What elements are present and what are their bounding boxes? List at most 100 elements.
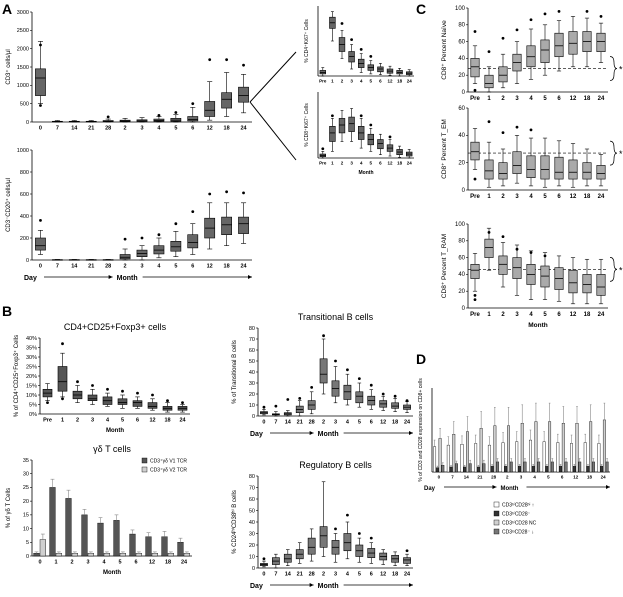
bar: [87, 553, 94, 557]
y-tick-label: 100: [455, 6, 466, 12]
x-tick-label: 7: [56, 126, 59, 132]
x-tick-label: 0: [39, 264, 42, 270]
box: [526, 155, 536, 178]
outlier-point: [262, 557, 266, 561]
outlier-point: [585, 9, 589, 13]
x-tick-label: 4: [346, 420, 350, 426]
outlier-point: [310, 386, 314, 389]
outlier-point: [322, 334, 325, 338]
x-tick-label: 1: [54, 560, 57, 566]
x-tick-label: 3: [350, 161, 353, 166]
outlier-point: [174, 222, 178, 226]
x-group-label-day: Day: [424, 486, 436, 492]
outlier-point: [121, 389, 124, 393]
x-tick-label: 21: [477, 475, 483, 480]
outlier-point: [473, 30, 477, 33]
outlier-point: [529, 251, 533, 254]
y-tick-label: 70: [249, 485, 255, 491]
x-tick-label: 4: [529, 312, 533, 318]
x-tick-label: 6: [370, 572, 373, 578]
bar: [482, 463, 486, 473]
box: [470, 141, 480, 161]
box: [283, 553, 292, 563]
x-tick-label: 2: [501, 96, 505, 102]
arrow-head: [409, 431, 413, 435]
y-tick-label: 10: [249, 403, 255, 409]
x-tick-label: 24: [598, 312, 605, 318]
box: [147, 402, 158, 409]
significance-brace: [609, 140, 618, 166]
outlier-point: [39, 43, 42, 47]
x-tick-label: 2: [341, 79, 344, 84]
y-axis-label: % of CD3 and CD28 expression on CD8+ cel…: [418, 378, 424, 482]
y-tick-label: 0: [26, 554, 29, 560]
y-tick-label: 20: [458, 73, 465, 79]
bar: [561, 423, 565, 473]
x-tick-label: 5: [547, 475, 550, 480]
x-tick-label: 1: [331, 161, 334, 166]
x-tick-label: 7: [451, 475, 454, 480]
bar: [33, 553, 40, 557]
bar: [103, 553, 110, 557]
x-tick-label: 18: [397, 79, 403, 84]
box: [170, 241, 182, 252]
outlier-point: [157, 114, 161, 117]
panel-label-a: A: [2, 1, 12, 17]
x-group-label-month: Month: [318, 431, 339, 438]
bar: [474, 443, 478, 473]
y-tick-label: 5: [26, 540, 29, 546]
x-tick-label: 3: [334, 420, 337, 426]
bar: [449, 466, 453, 473]
bar: [531, 465, 535, 473]
outlier-point: [359, 114, 363, 118]
box: [596, 32, 606, 52]
legend-label: CD3ʰⁱCD28⁻: [502, 511, 531, 518]
box: [238, 86, 249, 103]
box: [484, 159, 494, 180]
x-tick-label: 18: [584, 194, 591, 200]
box: [554, 156, 564, 180]
x-tick-label: 4: [529, 96, 533, 102]
y-tick-label: 40%: [26, 336, 37, 342]
y-tick-label: 20%: [26, 374, 37, 380]
outlier-point: [334, 359, 337, 363]
outlier-point: [405, 399, 409, 402]
outlier-point: [473, 298, 477, 301]
outlier-point: [39, 104, 42, 107]
box: [307, 537, 316, 555]
bar: [534, 421, 538, 473]
y-tick-label: 600: [20, 192, 29, 198]
outlier-point: [557, 9, 561, 13]
bar: [575, 423, 579, 473]
significance-star: *: [619, 149, 623, 159]
bar: [97, 522, 104, 557]
outlier-point: [242, 63, 245, 67]
y-tick-label: 15%: [26, 383, 37, 389]
y-tick-label: 25: [23, 485, 29, 491]
box: [355, 391, 364, 404]
y-tick-label: 60: [458, 106, 465, 112]
outlier-point: [225, 190, 229, 194]
bar: [589, 421, 593, 473]
x-tick-label: 28: [105, 264, 111, 270]
x-tick-label: 6: [191, 264, 194, 270]
x-tick-label: 24: [240, 126, 247, 132]
x-tick-label: 3: [515, 312, 519, 318]
y-tick-label: 100: [455, 222, 466, 228]
x-tick-label: 3: [140, 126, 143, 132]
x-tick-label: 14: [71, 126, 78, 132]
x-tick-label: 6: [134, 560, 137, 566]
legend-swatch: [493, 528, 500, 535]
bar: [504, 465, 508, 473]
x-tick-label: 2: [501, 312, 505, 318]
outlier-point: [359, 48, 363, 51]
x-tick-label: 4: [360, 161, 363, 166]
x-tick-label: Pre: [319, 161, 327, 166]
x-group-label-day: Day: [250, 431, 263, 438]
y-tick-label: 60: [458, 39, 465, 45]
y-tick-label: 0: [26, 258, 29, 264]
x-tick-label: 21: [88, 126, 94, 132]
outlier-point: [529, 18, 533, 22]
